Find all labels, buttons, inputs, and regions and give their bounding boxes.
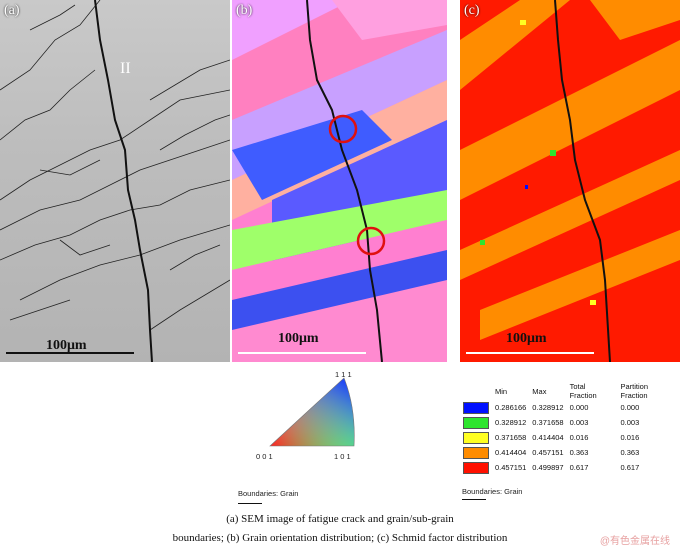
table-cell-max: 0.457151 [532, 448, 564, 457]
color-swatch-cell [460, 415, 492, 430]
grain-label: II [120, 60, 131, 77]
color-swatch-cell [460, 460, 492, 475]
color-swatch [463, 401, 489, 414]
schmid-boundaries-label: Boundaries: Grain [462, 487, 523, 496]
schmid-table-body: 0.286166 0.328912 0.000 0.000 0.328912 0.3716… [460, 400, 680, 475]
ipf-boundaries-label: Boundaries: Grain [238, 489, 299, 498]
ipf-legend: 1 1 1 0 0 1 1 0 1 Boundaries: Grain [238, 368, 378, 504]
color-swatch [463, 431, 489, 444]
header-partition: Partition Fraction [620, 382, 649, 400]
table-cell-min: 0.328912 [495, 418, 527, 427]
color-swatch-cell [460, 400, 492, 415]
panel-label-a: (a) [4, 3, 20, 18]
panel-label-c: (c) [464, 3, 480, 18]
color-swatch [463, 461, 489, 474]
scale-bar-b [238, 352, 366, 354]
table-header-row: Min Max Total Fraction Partition Fractio… [460, 382, 680, 400]
ipf-label-101: 1 0 1 [334, 452, 351, 461]
panel-label-b: (b) [236, 3, 253, 18]
table-cell-total: 0.617 [569, 463, 589, 472]
header-total: Total Fraction [569, 382, 597, 400]
scale-text-a: 100μm [46, 338, 87, 353]
ipf-label-001: 0 0 1 [256, 452, 273, 461]
scale-text-b: 100μm [278, 331, 319, 346]
schmid-map [460, 0, 680, 362]
table-cell-partition: 0.363 [620, 448, 640, 457]
orientation-map-panel: (b) 100μm [232, 0, 447, 362]
table-row: 0.457151 0.499897 0.617 0.617 [460, 460, 680, 475]
caption-line-1: (a) SEM image of fatigue crack and grain… [226, 513, 454, 525]
header-min: Min [495, 386, 508, 396]
table-cell-min: 0.414404 [495, 448, 527, 457]
scale-bar-c [466, 352, 594, 354]
table-cell-total: 0.363 [569, 448, 589, 457]
sem-grain-boundaries [0, 0, 230, 362]
schmid-boundary-swatch [462, 499, 486, 500]
table-cell-partition: 0.016 [620, 433, 640, 442]
scale-text-c: 100μm [506, 331, 547, 346]
sem-image-panel: (a) II 100μm [0, 0, 230, 362]
orientation-map [232, 0, 447, 362]
table-cell-partition: 0.617 [620, 463, 640, 472]
scale-bar-a [6, 352, 134, 354]
table-cell-max: 0.414404 [532, 433, 564, 442]
table-cell-total: 0.003 [569, 418, 589, 427]
color-swatch [463, 446, 489, 459]
schmid-factor-table: Min Max Total Fraction Partition Fractio… [460, 382, 680, 475]
table-cell-max: 0.371658 [532, 418, 564, 427]
table-cell-min: 0.286166 [495, 403, 527, 412]
table-row: 0.328912 0.371658 0.003 0.003 [460, 415, 680, 430]
table-cell-max: 0.499897 [532, 463, 564, 472]
figure-caption: (a) SEM image of fatigue crack and grain… [0, 510, 680, 548]
header-swatch [460, 382, 492, 400]
table-row: 0.286166 0.328912 0.000 0.000 [460, 400, 680, 415]
table-cell-partition: 0.000 [620, 403, 640, 412]
schmid-map-panel: (c) 100μm [460, 0, 680, 362]
table-row: 0.371658 0.414404 0.016 0.016 [460, 430, 680, 445]
ipf-triangle [269, 377, 355, 447]
table-cell-min: 0.457151 [495, 463, 527, 472]
header-max: Max [532, 386, 547, 396]
table-row: 0.414404 0.457151 0.363 0.363 [460, 445, 680, 460]
table-cell-max: 0.328912 [532, 403, 564, 412]
color-swatch-cell [460, 445, 492, 460]
color-swatch [463, 416, 489, 429]
table-cell-total: 0.016 [569, 433, 589, 442]
caption-line-2: boundaries; (b) Grain orientation distri… [172, 532, 508, 544]
ipf-label-111: 1 1 1 [335, 370, 352, 379]
color-swatch-cell [460, 430, 492, 445]
table-cell-total: 0.000 [569, 403, 589, 412]
table-cell-partition: 0.003 [620, 418, 640, 427]
table-cell-min: 0.371658 [495, 433, 527, 442]
ipf-boundary-swatch [238, 503, 262, 504]
watermark: @有色金属在线 [599, 536, 670, 547]
